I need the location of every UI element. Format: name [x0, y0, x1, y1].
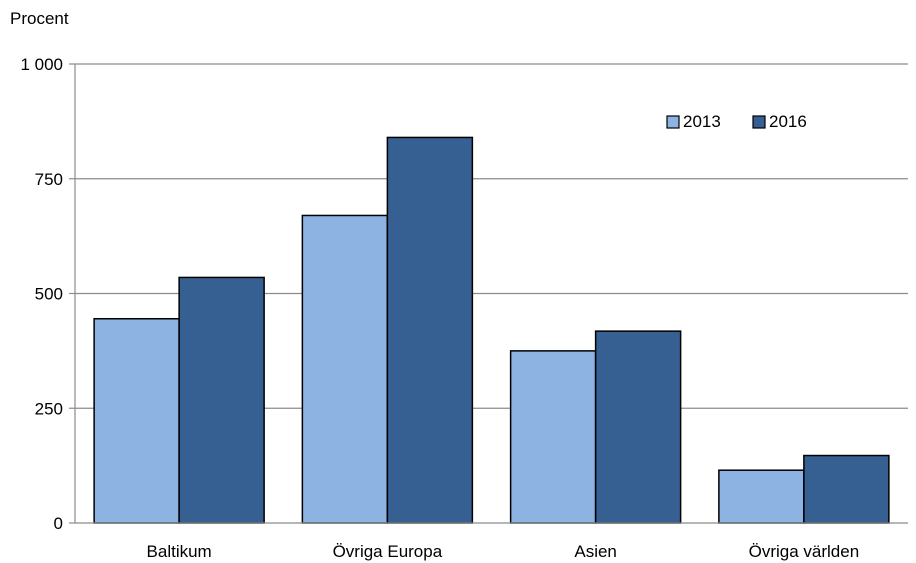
y-axis-label: Procent [10, 9, 69, 28]
bar-2016-3 [803, 454, 890, 524]
x-tick-label: Baltikum [147, 542, 212, 561]
bar-2013-0 [93, 317, 180, 524]
y-tick-label: 0 [54, 514, 63, 533]
bar-2013-2 [509, 350, 597, 524]
legend: 2013 2016 [666, 112, 807, 131]
y-tick-label: 250 [35, 399, 63, 418]
bars [93, 136, 890, 524]
y-tick-label: 1 000 [20, 55, 63, 74]
bar-2013-1 [301, 214, 389, 524]
legend-swatch-2013 [666, 115, 680, 129]
legend-label: 2013 [683, 112, 721, 131]
bar-2013-3 [718, 469, 805, 524]
bar-2016-2 [594, 330, 682, 524]
x-tick-label: Övriga Europa [333, 542, 443, 561]
y-tick-label: 750 [35, 170, 63, 189]
legend-label: 2016 [769, 112, 807, 131]
x-tick-label: Övriga världen [749, 542, 860, 561]
y-tick-labels: 0 250 500 750 1 000 [20, 55, 63, 533]
x-tick-label: Asien [574, 542, 617, 561]
x-tick-labels: Baltikum Övriga Europa Asien Övriga världen [147, 542, 860, 561]
axes [74, 64, 908, 524]
bar-2016-0 [178, 276, 265, 524]
bar-2016-1 [386, 136, 474, 524]
y-tick-label: 500 [35, 285, 63, 304]
legend-swatch-2016 [752, 115, 766, 129]
